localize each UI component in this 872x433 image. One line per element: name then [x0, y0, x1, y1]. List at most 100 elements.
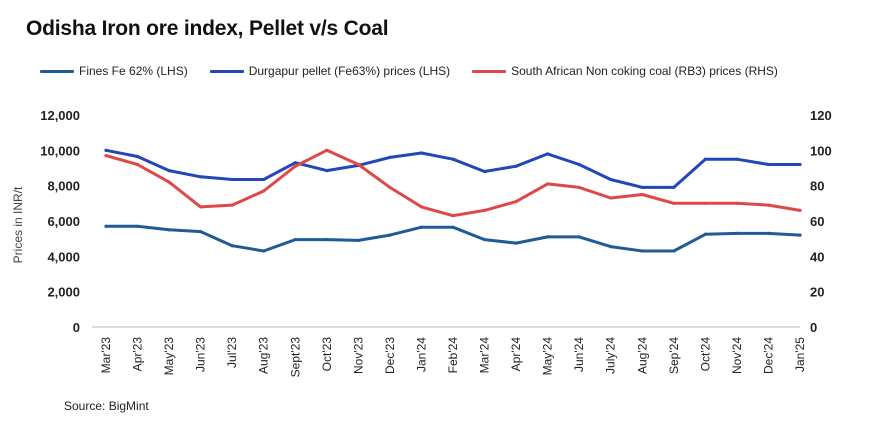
legend-swatch-coal: [472, 69, 507, 73]
x-tick-label: Nov'24: [730, 337, 744, 374]
data-point: [672, 201, 676, 205]
data-point: [514, 199, 518, 204]
data-point: [798, 208, 802, 212]
legend-swatch-fines: [40, 69, 74, 73]
data-point: [798, 233, 802, 237]
data-point: [577, 185, 581, 190]
chart-legend: Fines Fe 62% (LHS) Durgapur pellet (Fe63…: [40, 64, 800, 78]
y-tick-label-left: 8,000: [47, 179, 80, 194]
data-point: [199, 205, 203, 209]
data-point: [766, 203, 771, 207]
x-tick-label: Mar'23: [99, 337, 113, 374]
legend-item-fines: Fines Fe 62% (LHS): [40, 64, 188, 78]
data-point: [703, 201, 707, 205]
x-tick-label: Jun'23: [194, 337, 208, 372]
x-tick-label: Oct'23: [320, 337, 334, 372]
legend-label-coal: South African Non coking coal (RB3) pric…: [511, 64, 778, 78]
data-point: [482, 169, 487, 174]
data-point: [199, 175, 203, 179]
data-point: [419, 225, 424, 229]
legend-item-pellet: Durgapur pellet (Fe63%) prices (LHS): [209, 64, 450, 78]
data-point: [735, 231, 739, 235]
data-point: [104, 224, 108, 228]
data-point: [482, 237, 487, 242]
data-point: [325, 237, 329, 242]
data-point: [609, 196, 613, 200]
data-point: [325, 148, 329, 152]
data-point: [703, 157, 707, 161]
data-point: [135, 162, 140, 167]
x-tick-label: Dec'24: [761, 337, 775, 374]
x-tick-label: May'23: [162, 337, 176, 376]
data-point: [262, 177, 266, 182]
data-point: [325, 169, 329, 173]
data-point: [135, 154, 140, 159]
data-point: [293, 237, 297, 242]
legend-label-fines: Fines Fe 62% (LHS): [79, 64, 188, 78]
x-tick-label: Aug'24: [635, 337, 649, 374]
data-point: [262, 189, 266, 193]
y-tick-label-left: 2,000: [47, 285, 80, 300]
data-point: [640, 192, 644, 197]
x-tick-label: Jun'24: [572, 337, 586, 372]
data-point: [798, 162, 802, 167]
data-point: [672, 249, 676, 253]
data-point: [104, 154, 108, 158]
data-point: [546, 152, 550, 156]
data-point: [609, 245, 613, 249]
data-point: [419, 151, 424, 155]
data-point: [672, 185, 676, 190]
data-point: [104, 148, 108, 152]
y-tick-label-right: 60: [810, 214, 824, 229]
y-tick-label-left: 10,000: [40, 143, 80, 158]
data-point: [230, 177, 234, 182]
data-point: [735, 201, 739, 205]
chart-title: Odisha Iron ore index, Pellet v/s Coal: [26, 17, 389, 40]
data-point: [451, 157, 455, 161]
x-tick-label: Aug'23: [257, 337, 271, 374]
data-point: [766, 162, 771, 167]
x-tick-label: Jan'25: [793, 337, 807, 372]
legend-swatch-pellet: [209, 69, 244, 73]
series-line-1: [104, 224, 802, 253]
y-tick-label-left: 0: [73, 320, 80, 335]
data-point: [356, 162, 360, 167]
y-tick-label-right: 40: [810, 249, 824, 264]
data-point: [388, 233, 392, 237]
y-tick-label-right: 20: [810, 285, 824, 300]
x-tick-label: Mar'24: [478, 337, 492, 374]
data-point: [577, 235, 581, 239]
data-point: [419, 205, 424, 209]
x-tick-label: Apr'23: [131, 337, 145, 372]
data-point: [135, 224, 140, 228]
data-point: [388, 155, 392, 159]
x-tick-label: Dec'23: [383, 337, 397, 374]
x-tick-label: Jan'24: [414, 337, 428, 372]
data-point: [451, 214, 455, 218]
data-point: [546, 235, 550, 239]
data-point: [230, 244, 234, 248]
y-tick-label-right: 100: [810, 143, 832, 158]
legend-item-coal: South African Non coking coal (RB3) pric…: [472, 64, 778, 78]
data-point: [514, 164, 518, 168]
y-tick-label-right: 0: [810, 320, 817, 335]
data-point: [514, 241, 518, 245]
x-tick-label: Sept'23: [288, 337, 302, 378]
data-point: [293, 161, 297, 165]
data-point: [451, 225, 455, 229]
data-point: [293, 164, 297, 168]
data-point: [703, 232, 707, 236]
y-tick-label-left: 6,000: [47, 214, 80, 229]
data-point: [356, 238, 360, 243]
x-tick-label: Sep'24: [667, 337, 681, 374]
data-point: [262, 249, 266, 253]
x-tick-label: Feb'24: [446, 337, 460, 374]
data-point: [546, 182, 550, 186]
data-point: [167, 228, 171, 232]
x-tick-label: Nov'23: [351, 337, 365, 374]
y-tick-label-left: 12,000: [40, 108, 80, 123]
data-point: [766, 231, 771, 235]
y-tick-label-left: 4,000: [47, 249, 80, 264]
data-point: [388, 185, 392, 190]
data-point: [230, 203, 234, 207]
